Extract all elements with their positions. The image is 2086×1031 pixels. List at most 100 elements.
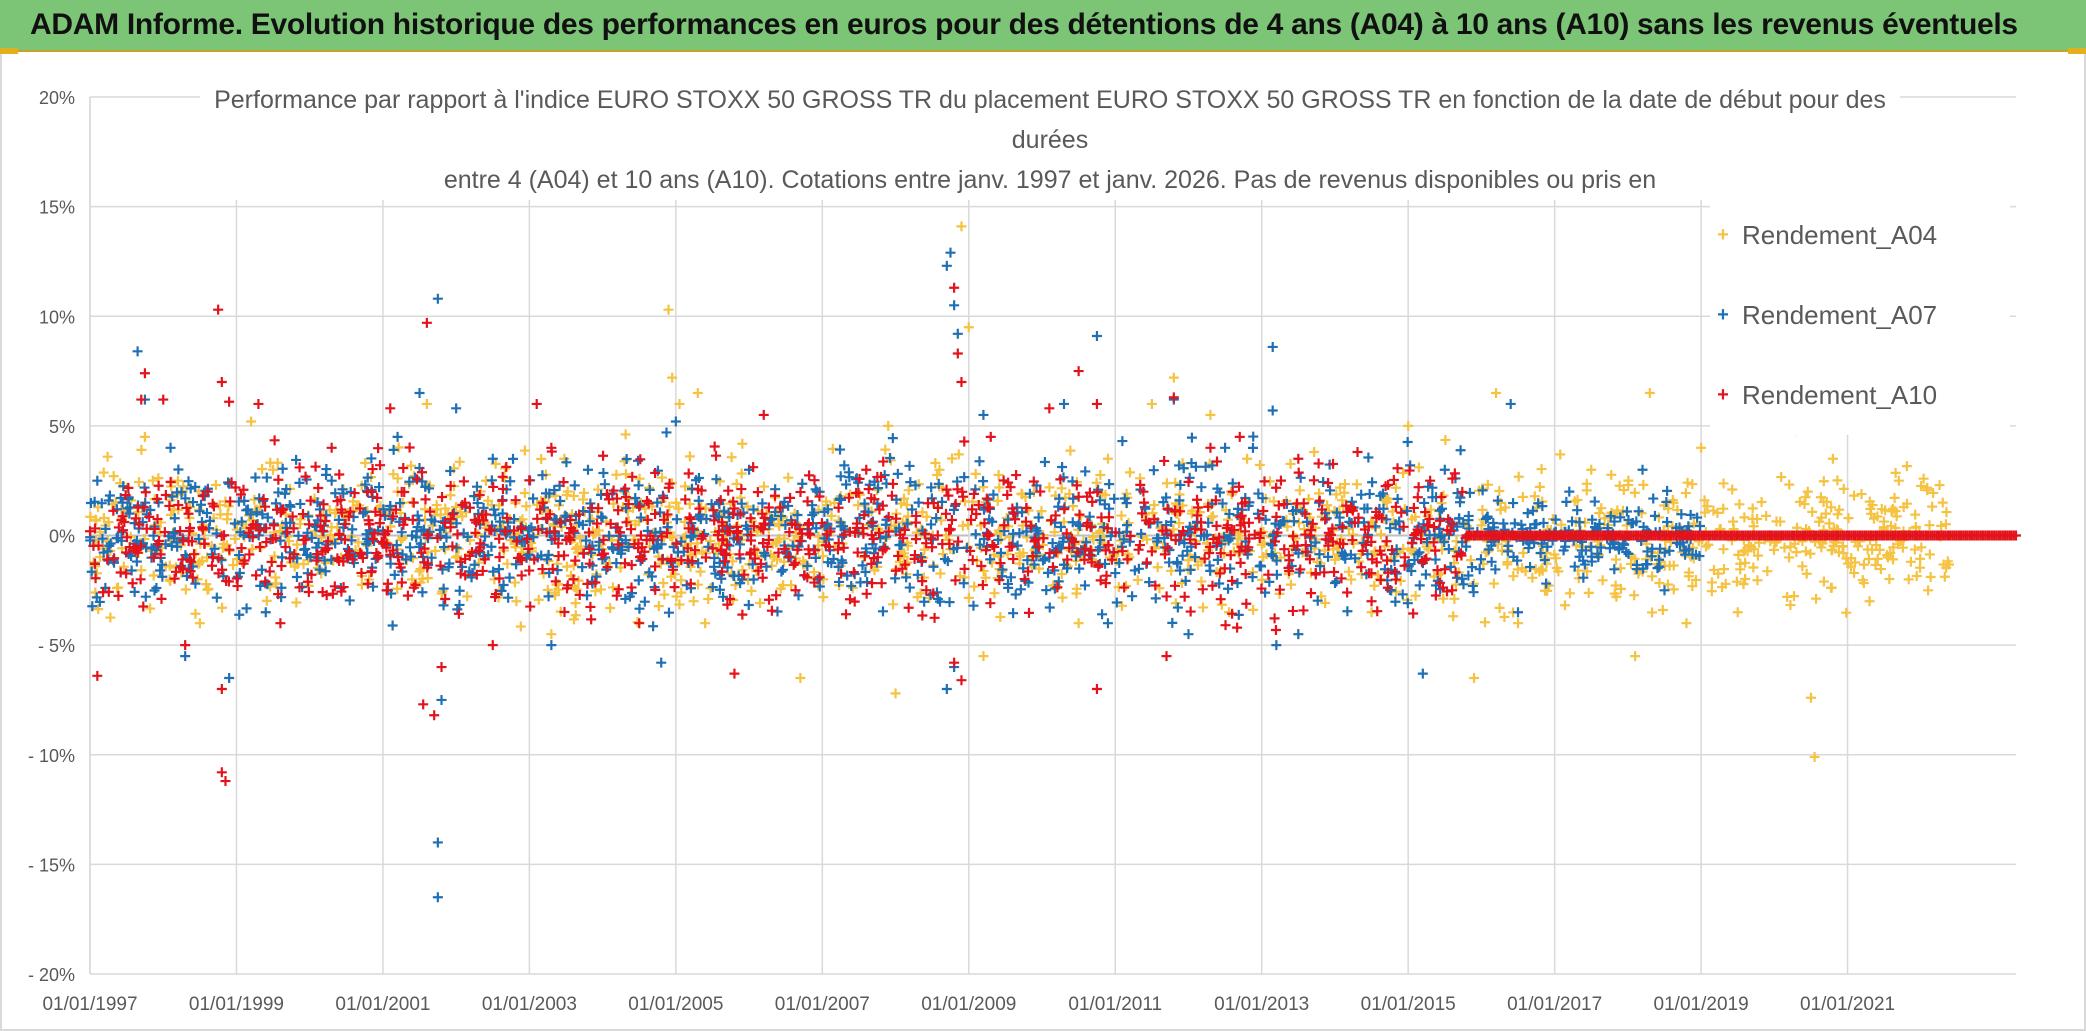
data-point bbox=[261, 523, 272, 534]
data-point bbox=[521, 501, 532, 512]
data-point bbox=[1752, 575, 1763, 586]
data-point bbox=[490, 458, 501, 469]
data-point bbox=[1789, 591, 1800, 602]
data-point bbox=[1718, 544, 1729, 555]
data-point bbox=[108, 505, 119, 516]
data-point bbox=[1027, 551, 1038, 562]
data-point bbox=[250, 472, 261, 483]
data-point bbox=[266, 556, 277, 567]
data-point bbox=[607, 542, 618, 553]
data-point bbox=[469, 491, 480, 502]
data-point bbox=[158, 394, 169, 405]
data-point bbox=[573, 575, 584, 586]
data-point bbox=[735, 539, 746, 550]
data-point bbox=[1001, 512, 1012, 523]
data-point bbox=[275, 618, 286, 629]
data-point bbox=[238, 484, 249, 495]
data-point bbox=[434, 524, 445, 535]
data-point bbox=[1911, 570, 1922, 581]
data-point bbox=[320, 515, 331, 526]
data-point bbox=[1480, 513, 1491, 524]
data-point bbox=[502, 558, 513, 569]
data-point bbox=[1369, 580, 1380, 591]
data-point bbox=[671, 497, 682, 508]
data-point bbox=[1117, 546, 1128, 557]
data-point bbox=[500, 526, 511, 537]
data-point bbox=[1775, 516, 1786, 527]
data-point bbox=[541, 527, 552, 538]
data-point bbox=[1816, 542, 1827, 553]
data-point bbox=[1380, 481, 1391, 492]
data-point bbox=[904, 582, 915, 593]
data-point bbox=[634, 618, 645, 629]
data-point bbox=[204, 515, 215, 526]
data-point bbox=[998, 475, 1009, 486]
data-point bbox=[1595, 542, 1606, 553]
data-point bbox=[932, 502, 943, 513]
data-point bbox=[90, 514, 101, 525]
data-point bbox=[745, 547, 756, 558]
data-point bbox=[773, 518, 784, 529]
data-point bbox=[608, 485, 619, 496]
data-point bbox=[1292, 540, 1303, 551]
data-point bbox=[1872, 553, 1883, 564]
data-point bbox=[736, 484, 747, 495]
chart-title-line-3: entre 4 (A04) et 10 ans (A10). Cotations… bbox=[443, 166, 1657, 194]
data-point bbox=[273, 589, 284, 600]
data-point bbox=[759, 513, 770, 524]
data-point bbox=[1065, 445, 1076, 456]
data-point bbox=[1833, 547, 1844, 558]
data-point bbox=[587, 549, 598, 560]
data-point bbox=[664, 501, 675, 512]
data-point bbox=[183, 476, 194, 487]
data-point bbox=[1731, 576, 1742, 587]
data-point bbox=[1044, 482, 1055, 493]
data-point bbox=[1200, 461, 1211, 472]
data-point bbox=[1336, 573, 1347, 584]
data-point bbox=[1690, 574, 1701, 585]
data-point bbox=[605, 518, 616, 529]
data-point bbox=[713, 526, 724, 537]
data-point bbox=[1683, 567, 1694, 578]
data-point bbox=[1036, 506, 1047, 517]
data-point bbox=[578, 487, 589, 498]
data-point bbox=[1046, 515, 1057, 526]
data-point bbox=[1116, 510, 1127, 521]
data-point bbox=[279, 488, 290, 499]
data-point bbox=[503, 592, 514, 603]
data-point bbox=[233, 496, 244, 507]
data-point bbox=[644, 484, 655, 495]
data-point bbox=[1315, 561, 1326, 572]
data-point bbox=[1376, 549, 1387, 560]
data-point bbox=[944, 538, 955, 549]
data-point bbox=[1661, 496, 1672, 507]
data-point bbox=[984, 502, 995, 513]
data-point bbox=[1797, 561, 1808, 572]
data-point bbox=[1629, 487, 1640, 498]
data-point bbox=[898, 548, 909, 559]
data-point bbox=[193, 533, 204, 544]
data-point bbox=[340, 519, 351, 530]
data-point bbox=[776, 566, 787, 577]
data-point bbox=[661, 528, 672, 539]
data-point bbox=[1253, 488, 1264, 499]
data-point bbox=[1352, 447, 1363, 458]
data-point bbox=[1074, 509, 1085, 520]
data-point bbox=[1362, 503, 1373, 514]
data-point bbox=[883, 526, 894, 537]
data-point bbox=[790, 585, 801, 596]
data-point bbox=[949, 657, 960, 668]
data-point bbox=[722, 599, 733, 610]
data-point bbox=[570, 555, 581, 566]
data-point bbox=[876, 578, 887, 589]
data-point bbox=[926, 482, 937, 493]
data-point bbox=[623, 499, 634, 510]
data-point bbox=[1306, 588, 1317, 599]
data-point bbox=[1694, 551, 1705, 562]
data-point bbox=[177, 554, 188, 565]
data-point bbox=[1053, 576, 1064, 587]
data-point bbox=[1882, 550, 1893, 561]
data-point bbox=[621, 492, 632, 503]
data-point bbox=[630, 492, 641, 503]
data-point bbox=[700, 552, 711, 563]
